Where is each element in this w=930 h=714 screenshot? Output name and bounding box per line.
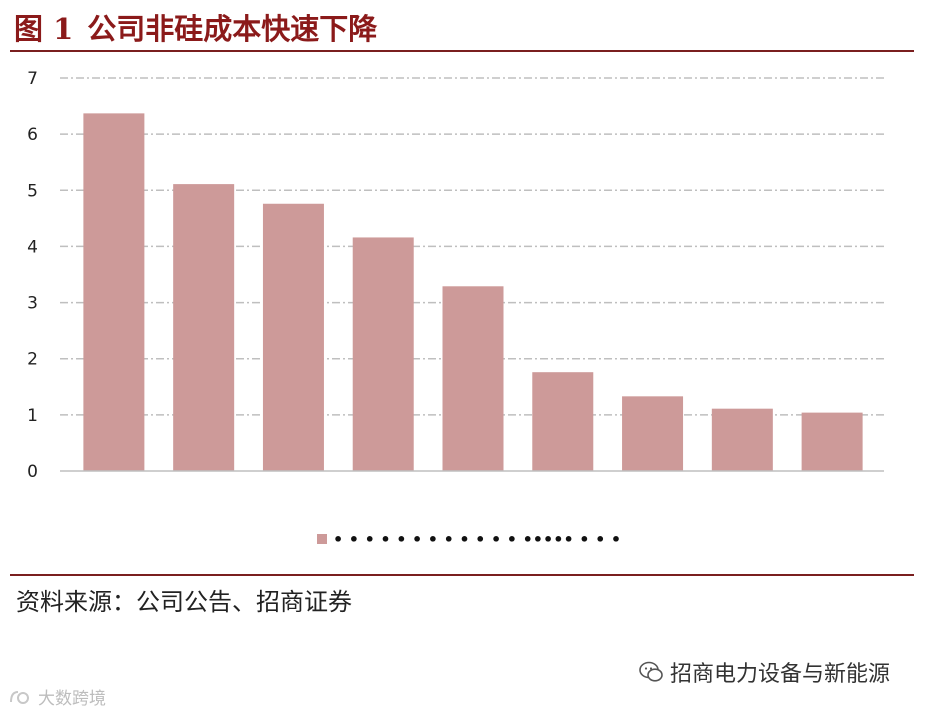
y-tick-label: 3	[27, 294, 38, 314]
watermark-right-text: 招商电力设备与新能源	[670, 662, 891, 687]
source-rule	[10, 574, 914, 576]
brand-logo-icon	[10, 690, 29, 704]
figure-title: 图 1 公司非硅成本快速下降	[14, 6, 377, 48]
source-note: 资料来源：公司公告、招商证券	[16, 588, 352, 616]
watermark-right: 招商电力设备与新能源	[638, 656, 890, 688]
legend: • • • • • • • • • • • • ••••• • • •	[317, 530, 621, 549]
title-rule	[10, 50, 914, 52]
watermark-left-text: 大数跨境	[38, 689, 106, 709]
y-tick-label: 6	[27, 125, 38, 145]
bars	[83, 113, 863, 472]
y-tick-label: 1	[27, 406, 38, 426]
y-tick-label: 7	[27, 69, 38, 89]
bar	[83, 113, 145, 472]
bar-chart: 0 1 2 3 4 5 6 7 • • • • • • • • • • • • ••••• •…	[27, 69, 884, 549]
y-tick-label: 0	[27, 462, 38, 482]
y-axis-ticks: 0 1 2 3 4 5 6 7	[27, 69, 38, 482]
bar	[711, 408, 773, 471]
bar	[352, 237, 414, 471]
bar	[442, 286, 504, 471]
figure-title-text: 公司非硅成本快速下降	[87, 12, 378, 46]
bar	[173, 184, 235, 472]
wechat-icon	[639, 661, 663, 682]
y-tick-label: 4	[27, 237, 38, 257]
legend-label: • • • • • • • • • • • • ••••• • • •	[333, 530, 621, 549]
bar	[532, 372, 594, 471]
bar	[801, 412, 863, 471]
bar	[262, 203, 324, 471]
figure-number: 图 1	[14, 12, 74, 46]
y-tick-label: 2	[27, 350, 38, 370]
legend-swatch	[317, 534, 327, 544]
bar	[622, 396, 684, 471]
y-tick-label: 5	[27, 181, 38, 201]
watermark-left: 大数跨境	[8, 684, 106, 709]
